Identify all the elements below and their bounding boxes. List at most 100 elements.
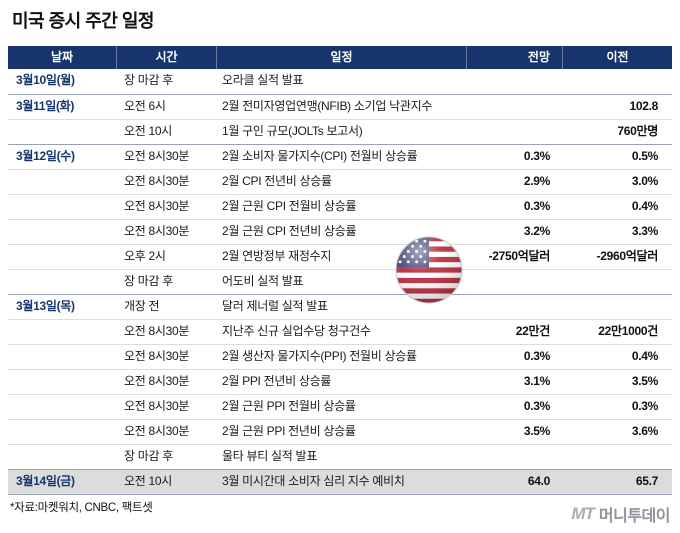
event-cell: 2월 연방정부 재정수지 — [222, 249, 332, 263]
date-cell — [8, 270, 116, 294]
event-cell: 2월 근원 CPI 전월비 상승률 — [222, 199, 357, 213]
event-cell: 2월 근원 PPI 전월비 상승률 — [222, 399, 356, 413]
header-time: 시간 — [116, 46, 216, 69]
previous-cell: 3.0% — [631, 174, 658, 188]
date-cell — [8, 320, 116, 344]
previous-cell: 0.5% — [631, 149, 658, 163]
event-cell: 2월 전미자영업연맹(NFIB) 소기업 낙관지수 — [222, 99, 433, 113]
forecast-cell — [466, 120, 562, 144]
table-row: 오전 8시30분 2월 근원 PPI 전월비 상승률 0.3% 0.3% — [8, 394, 672, 419]
event-cell: 1월 구인 규모(JOLTs 보고서) — [222, 124, 363, 138]
previous-cell: 3.5% — [631, 374, 658, 388]
forecast-cell — [466, 445, 562, 469]
table-row: 오전 8시30분 2월 근원 PPI 전년비 상승률 3.5% 3.6% — [8, 419, 672, 444]
page-title: 미국 증시 주간 일정 — [12, 11, 154, 31]
time-cell: 오전 10시 — [124, 124, 173, 138]
event-cell: 어도비 실적 발표 — [222, 274, 304, 288]
source-footnote: *자료:마켓워치, CNBC, 팩트셋 — [10, 502, 153, 514]
table-row: 3월10일(월) 장 마감 후 오라클 실적 발표 — [8, 69, 672, 94]
mt-logo-text: 머니투데이 — [598, 508, 671, 525]
date-cell: 3월12일(수) — [16, 149, 75, 163]
previous-cell: 3.6% — [631, 424, 658, 438]
forecast-cell: 0.3% — [523, 149, 550, 163]
header-event: 일정 — [216, 46, 466, 69]
time-cell: 오전 8시30분 — [124, 374, 190, 388]
schedule-table: 날짜 시간 일정 전망 이전 3월10일(월) 장 마감 후 오라클 실적 발표 3월… — [8, 46, 672, 495]
previous-cell — [562, 445, 672, 469]
time-cell: 오전 8시30분 — [124, 349, 190, 363]
forecast-cell: 0.3% — [523, 349, 550, 363]
forecast-cell: 22만건 — [515, 324, 551, 338]
forecast-cell: 3.2% — [523, 224, 550, 238]
previous-cell: 102.8 — [629, 99, 658, 113]
time-cell: 오전 8시30분 — [124, 399, 190, 413]
header-previous: 이전 — [562, 46, 672, 69]
header-date: 날짜 — [50, 50, 74, 64]
date-cell — [8, 345, 116, 369]
table-row: 오전 10시 1월 구인 규모(JOLTs 보고서) 760만명 — [8, 119, 672, 144]
time-cell: 오전 8시30분 — [124, 324, 190, 338]
time-cell: 오전 8시30분 — [124, 199, 190, 213]
date-cell — [8, 220, 116, 244]
us-flag-icon — [395, 236, 463, 304]
date-cell — [8, 120, 116, 144]
event-cell: 2월 CPI 전년비 상승률 — [222, 174, 332, 188]
previous-cell: 22만1000건 — [598, 324, 658, 338]
table-row: 오전 8시30분 2월 PPI 전년비 상승률 3.1% 3.5% — [8, 369, 672, 394]
mt-logo-icon: MT — [571, 504, 595, 523]
forecast-cell: 3.5% — [523, 424, 550, 438]
time-cell: 오전 6시 — [124, 99, 166, 113]
event-cell: 3월 미시간대 소비자 심리 지수 예비치 — [222, 474, 405, 488]
table-row: 오전 8시30분 2월 생산자 물가지수(PPI) 전월비 상승률 0.3% 0.4% — [8, 344, 672, 369]
time-cell: 장 마감 후 — [124, 449, 174, 463]
previous-cell: 0.4% — [631, 199, 658, 213]
table-row: 오전 8시30분 2월 근원 CPI 전년비 상승률 3.2% 3.3% — [8, 219, 672, 244]
event-cell: 2월 근원 CPI 전년비 상승률 — [222, 224, 357, 238]
forecast-cell — [466, 95, 562, 119]
forecast-cell: 3.1% — [523, 374, 550, 388]
event-cell: 지난주 신규 실업수당 청구건수 — [222, 324, 371, 338]
table-row: 오전 8시30분 지난주 신규 실업수당 청구건수 22만건 22만1000건 — [8, 319, 672, 344]
forecast-cell — [466, 69, 562, 94]
table-row: 3월12일(수) 오전 8시30분 2월 소비자 물가지수(CPI) 전월비 상승률… — [8, 144, 672, 169]
table-row: 오전 8시30분 2월 근원 CPI 전월비 상승률 0.3% 0.4% — [8, 194, 672, 219]
time-cell: 오전 8시30분 — [124, 424, 190, 438]
time-cell: 장 마감 후 — [124, 73, 174, 87]
time-cell: 오후 2시 — [124, 249, 166, 263]
previous-cell: 0.3% — [631, 399, 658, 413]
previous-cell: 0.4% — [631, 349, 658, 363]
event-cell: 2월 PPI 전년비 상승률 — [222, 374, 332, 388]
time-cell: 장 마감 후 — [124, 274, 174, 288]
time-cell: 개장 전 — [124, 299, 160, 313]
previous-cell — [562, 295, 672, 319]
date-cell: 3월11일(화) — [16, 99, 75, 113]
event-cell: 2월 소비자 물가지수(CPI) 전월비 상승률 — [222, 149, 418, 163]
table-row: 오전 8시30분 2월 CPI 전년비 상승률 2.9% 3.0% — [8, 169, 672, 194]
table-header: 날짜 시간 일정 전망 이전 — [8, 46, 672, 69]
event-cell: 오라클 실적 발표 — [222, 73, 304, 87]
date-cell — [8, 420, 116, 444]
date-cell — [8, 245, 116, 269]
previous-cell: 3.3% — [631, 224, 658, 238]
event-cell: 2월 근원 PPI 전년비 상승률 — [222, 424, 356, 438]
table-row: 3월14일(금) 오전 10시 3월 미시간대 소비자 심리 지수 예비치 64.0 6… — [8, 469, 672, 494]
date-cell — [8, 445, 116, 469]
forecast-cell: -2750억달러 — [488, 249, 551, 263]
forecast-cell: 0.3% — [523, 199, 550, 213]
date-cell — [8, 370, 116, 394]
date-cell: 3월14일(금) — [16, 474, 75, 488]
table-row: 장 마감 후 울타 뷰티 실적 발표 — [8, 444, 672, 469]
date-cell — [8, 195, 116, 219]
previous-cell: -2960억달러 — [596, 249, 659, 263]
forecast-cell: 2.9% — [523, 174, 550, 188]
date-cell — [8, 395, 116, 419]
date-cell: 3월13일(목) — [16, 299, 75, 313]
event-cell: 울타 뷰티 실적 발표 — [222, 449, 318, 463]
moneytoday-logo: MT 머니투데이 — [571, 502, 670, 526]
forecast-cell: 64.0 — [527, 474, 550, 488]
previous-cell: 760만명 — [617, 124, 658, 138]
table-row: 3월11일(화) 오전 6시 2월 전미자영업연맹(NFIB) 소기업 낙관지수 10… — [8, 94, 672, 119]
table-row: 장 마감 후 어도비 실적 발표 — [8, 269, 672, 294]
previous-cell — [562, 69, 672, 94]
table-row: 3월13일(목) 개장 전 달러 제너럴 실적 발표 — [8, 294, 672, 319]
